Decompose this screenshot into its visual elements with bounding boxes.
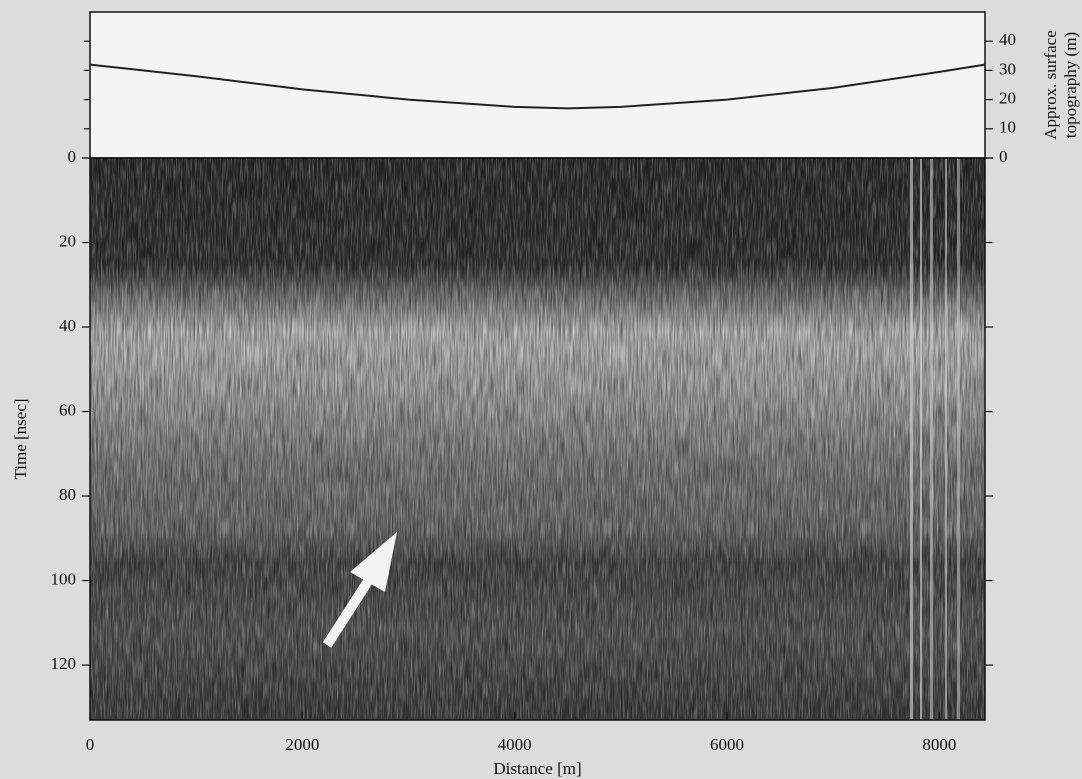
y-tick-label: 10 bbox=[999, 118, 1016, 137]
y-tick-label: 100 bbox=[51, 569, 77, 588]
x-tick-label: 6000 bbox=[710, 735, 744, 754]
y-tick-label: 80 bbox=[59, 485, 76, 504]
y-axis-label: topography (m) bbox=[1061, 32, 1080, 138]
y-tick-label: 20 bbox=[999, 89, 1016, 108]
y-tick-label: 120 bbox=[51, 654, 77, 673]
y-tick-label: 20 bbox=[59, 231, 76, 250]
y-axis-label: Time [nsec] bbox=[11, 398, 30, 479]
y-tick-label: 60 bbox=[59, 400, 76, 419]
y-tick-label: 40 bbox=[999, 30, 1016, 49]
panel-frame bbox=[89, 157, 986, 721]
y-axis-label: Approx. surface bbox=[1041, 30, 1060, 140]
x-axis-label: Distance [m] bbox=[493, 759, 581, 778]
y-tick-label: 0 bbox=[999, 147, 1008, 166]
topography-line bbox=[89, 63, 986, 110]
arrow bbox=[322, 532, 397, 648]
x-tick-label: 0 bbox=[86, 735, 95, 754]
x-tick-label: 8000 bbox=[922, 735, 956, 754]
x-tick-label: 4000 bbox=[498, 735, 532, 754]
x-tick-label: 2000 bbox=[285, 735, 319, 754]
y-tick-label: 40 bbox=[59, 316, 76, 335]
radargram bbox=[90, 158, 985, 720]
y-tick-label: 0 bbox=[68, 147, 77, 166]
topography-panel bbox=[90, 12, 985, 158]
y-tick-label: 30 bbox=[999, 59, 1016, 78]
